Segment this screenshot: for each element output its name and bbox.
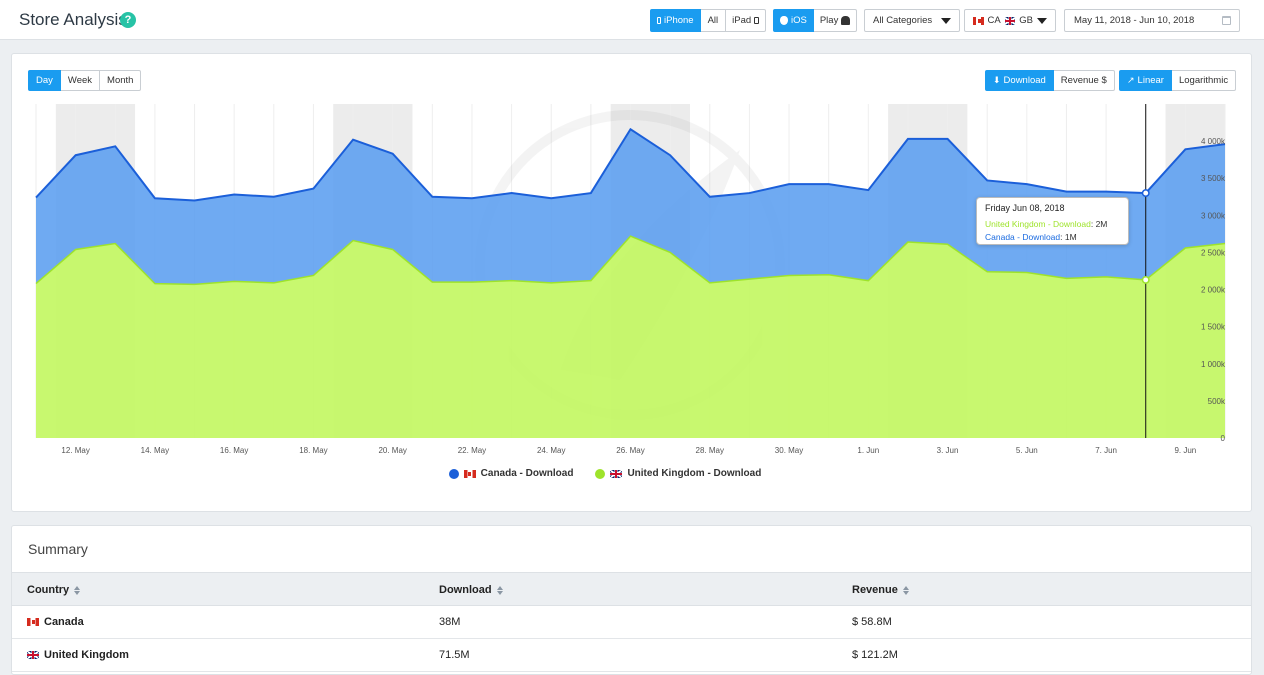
sort-icon <box>902 585 909 595</box>
revenue-value: $ 121.2M <box>852 649 898 661</box>
canada-flag-icon <box>463 469 476 478</box>
help-icon[interactable]: ? <box>120 12 136 28</box>
revenue-value: $ 58.8M <box>852 616 892 628</box>
x-tick-label: 28. May <box>696 446 724 455</box>
chart-tooltip: Friday Jun 08, 2018 United Kingdom - Dow… <box>976 197 1129 245</box>
y-tick-label: 1 000k <box>1201 360 1226 369</box>
summary-card: Summary Country Download Revenue Canada … <box>11 525 1252 675</box>
y-tick-label: 3 500k <box>1201 174 1226 183</box>
hover-cursor <box>1141 104 1150 438</box>
chevron-down-icon <box>1037 17 1047 24</box>
canada-area <box>36 129 1225 285</box>
y-tick-label: 3 000k <box>1201 211 1226 220</box>
period-month-button[interactable]: Month <box>100 70 142 91</box>
x-tick-label: 14. May <box>141 446 169 455</box>
download-value: 38M <box>439 616 461 628</box>
y-tick-label: 500k <box>1208 397 1226 406</box>
x-tick-label: 1. Jun <box>857 446 879 455</box>
device-ipad-button[interactable]: iPad <box>726 9 767 32</box>
uk-flag-icon <box>610 469 623 478</box>
period-toggle: Day Week Month <box>28 70 142 91</box>
metric-download-button[interactable]: ⬇ Download <box>985 70 1054 91</box>
country-select[interactable]: CA GB <box>964 9 1056 32</box>
legend-item-canada[interactable]: Canada - Download <box>448 468 573 479</box>
column-header-country[interactable]: Country <box>27 584 81 596</box>
category-select[interactable]: All Categories <box>864 9 960 32</box>
apple-icon <box>780 16 788 25</box>
chart-legend: Canada - Download United Kingdom - Downl… <box>0 468 1264 479</box>
tooltip-title: Friday Jun 08, 2018 <box>985 203 1065 213</box>
uk-line <box>35 235 1226 286</box>
x-tick-label: 30. May <box>775 446 803 455</box>
metric-toggle: ⬇ Download Revenue $ <box>985 70 1115 91</box>
canada-flag-icon <box>973 16 984 25</box>
android-icon <box>841 16 851 25</box>
y-tick-label: 0 <box>1221 434 1226 443</box>
line-chart-icon: ↗ <box>1127 75 1135 85</box>
y-axis: 0 500k 1 000k 1 500k 2 000k 2 500k 3 000k 3 500… <box>1201 137 1226 443</box>
scale-toggle: ↗ Linear Logarithmic <box>1119 70 1237 91</box>
page-title: Store Analysis <box>19 10 127 29</box>
x-tick-label: 7. Jun <box>1095 446 1117 455</box>
device-all-button[interactable]: All <box>700 9 727 32</box>
device-toggle: iPhone All iPad <box>650 9 767 32</box>
download-value: 71.5M <box>439 649 470 661</box>
canada-line <box>35 127 1226 202</box>
download-chart: 12. May 14. May 16. May 18. May 20. May 22. M… <box>35 104 1226 455</box>
sort-icon <box>496 585 503 595</box>
period-day-button[interactable]: Day <box>28 70 61 91</box>
date-range-picker[interactable]: May 11, 2018 - Jun 10, 2018 <box>1064 9 1240 32</box>
x-tick-label: 16. May <box>220 446 248 455</box>
x-tick-label: 9. Jun <box>1174 446 1196 455</box>
x-axis: 12. May 14. May 16. May 18. May 20. May 22. M… <box>61 446 1196 455</box>
store-ios-button[interactable]: iOS <box>773 9 814 32</box>
y-tick-label: 4 000k <box>1201 137 1226 146</box>
x-tick-label: 12. May <box>61 446 89 455</box>
metric-revenue-button[interactable]: Revenue $ <box>1053 70 1115 91</box>
legend-item-uk[interactable]: United Kingdom - Download <box>595 468 761 479</box>
uk-point <box>1141 275 1150 284</box>
store-toggle: iOS Play <box>773 9 858 32</box>
device-iphone-button[interactable]: iPhone <box>650 9 701 32</box>
period-week-button[interactable]: Week <box>60 70 101 91</box>
x-tick-label: 24. May <box>537 446 565 455</box>
table-row: United Kingdom 71.5M $ 121.2M <box>12 639 1251 672</box>
y-tick-label: 2 500k <box>1201 248 1226 257</box>
sort-icon <box>74 585 81 595</box>
phone-icon <box>657 17 661 24</box>
y-tick-label: 1 500k <box>1201 323 1226 332</box>
x-tick-label: 3. Jun <box>937 446 959 455</box>
summary-table-header: Country Download Revenue <box>12 572 1251 606</box>
uk-area <box>36 236 1225 438</box>
x-tick-label: 5. Jun <box>1016 446 1038 455</box>
table-row: Canada 38M $ 58.8M <box>12 606 1251 639</box>
chart-areas <box>35 127 1226 438</box>
summary-title: Summary <box>28 541 88 557</box>
x-tick-label: 22. May <box>458 446 486 455</box>
scale-linear-button[interactable]: ↗ Linear <box>1119 70 1172 91</box>
column-header-download[interactable]: Download <box>439 584 503 596</box>
country-name: Canada <box>44 616 84 628</box>
uk-flag-icon <box>27 651 39 659</box>
column-header-revenue[interactable]: Revenue <box>852 584 909 596</box>
x-tick-label: 18. May <box>299 446 327 455</box>
x-tick-label: 26. May <box>616 446 644 455</box>
chevron-down-icon <box>941 17 951 24</box>
legend-dot-icon <box>595 468 606 479</box>
canada-point <box>1141 189 1150 198</box>
legend-dot-icon <box>448 468 459 479</box>
top-bar: Store Analysis ? iPhone All iPad iOS Pla… <box>0 0 1264 40</box>
uk-flag-icon <box>1004 16 1016 25</box>
scale-log-button[interactable]: Logarithmic <box>1171 70 1237 91</box>
x-tick-label: 20. May <box>378 446 406 455</box>
calendar-icon <box>1222 16 1231 25</box>
tooltip-ca-row: Canada - Download: 1M <box>985 232 1077 242</box>
tooltip-uk-row: United Kingdom - Download: 2M <box>985 219 1108 229</box>
download-icon: ⬇ <box>993 75 1001 85</box>
tablet-icon <box>754 17 760 24</box>
country-name: United Kingdom <box>44 649 129 661</box>
canada-flag-icon <box>27 618 39 626</box>
y-tick-label: 2 000k <box>1201 286 1226 295</box>
store-play-button[interactable]: Play <box>813 9 858 32</box>
